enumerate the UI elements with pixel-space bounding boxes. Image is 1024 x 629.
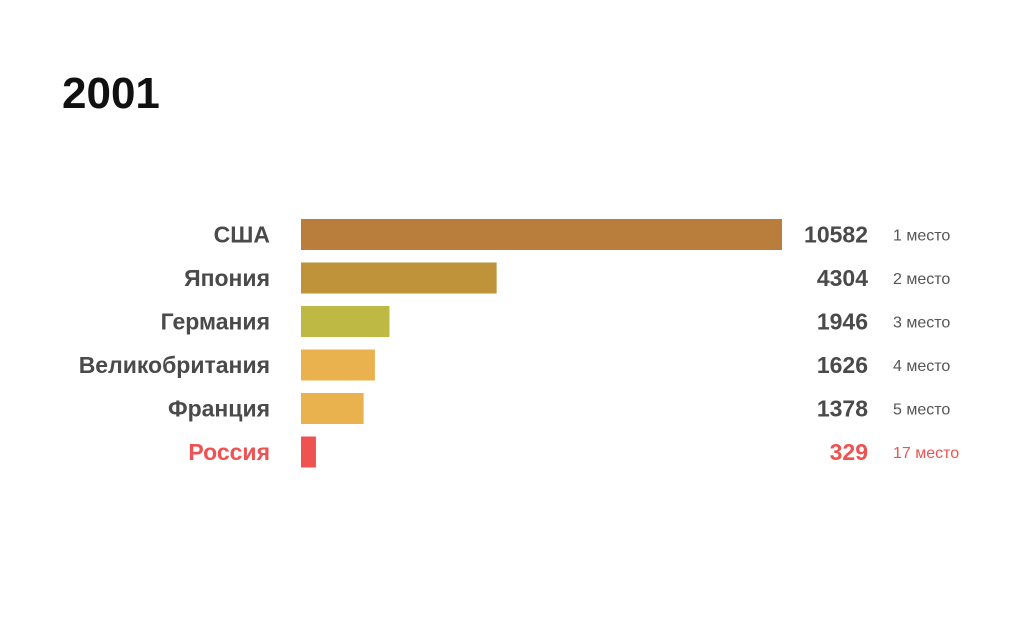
rank-label: 5 место <box>893 402 950 419</box>
rank-label: 4 место <box>893 358 950 375</box>
category-label: Германия <box>161 309 270 335</box>
bar <box>301 349 375 381</box>
bar-row: Великобритания 1626 4 место <box>79 349 950 381</box>
bar-row: США 10582 1 место <box>214 219 950 250</box>
bars-group: США 10582 1 место Япония 4304 2 место Германия… <box>79 219 959 468</box>
bar-row: Япония 4304 2 место <box>184 262 950 294</box>
category-label: США <box>214 222 270 248</box>
rank-label: 17 место <box>893 445 959 462</box>
bar-row: Германия 1946 3 место <box>161 306 950 337</box>
category-label: Великобритания <box>79 352 270 378</box>
value-label: 4304 <box>817 265 868 291</box>
category-label: Франция <box>168 396 270 422</box>
value-label: 1946 <box>817 309 868 335</box>
rank-label: 3 место <box>893 315 950 332</box>
category-label: Япония <box>184 265 270 291</box>
value-label: 329 <box>830 439 868 465</box>
bar-row: Франция 1378 5 место <box>168 393 950 424</box>
value-label: 1626 <box>817 352 868 378</box>
value-label: 1378 <box>817 396 868 422</box>
page-title: 2001 <box>62 69 160 118</box>
bar <box>301 262 497 294</box>
rank-label: 1 место <box>893 228 950 245</box>
bar <box>301 219 782 250</box>
bar <box>301 306 390 337</box>
category-label: Россия <box>188 439 270 465</box>
bar <box>301 393 364 424</box>
bar-row: Россия 329 17 место <box>188 436 959 468</box>
value-label: 10582 <box>804 222 868 248</box>
bar <box>301 436 316 468</box>
rank-label: 2 место <box>893 271 950 288</box>
